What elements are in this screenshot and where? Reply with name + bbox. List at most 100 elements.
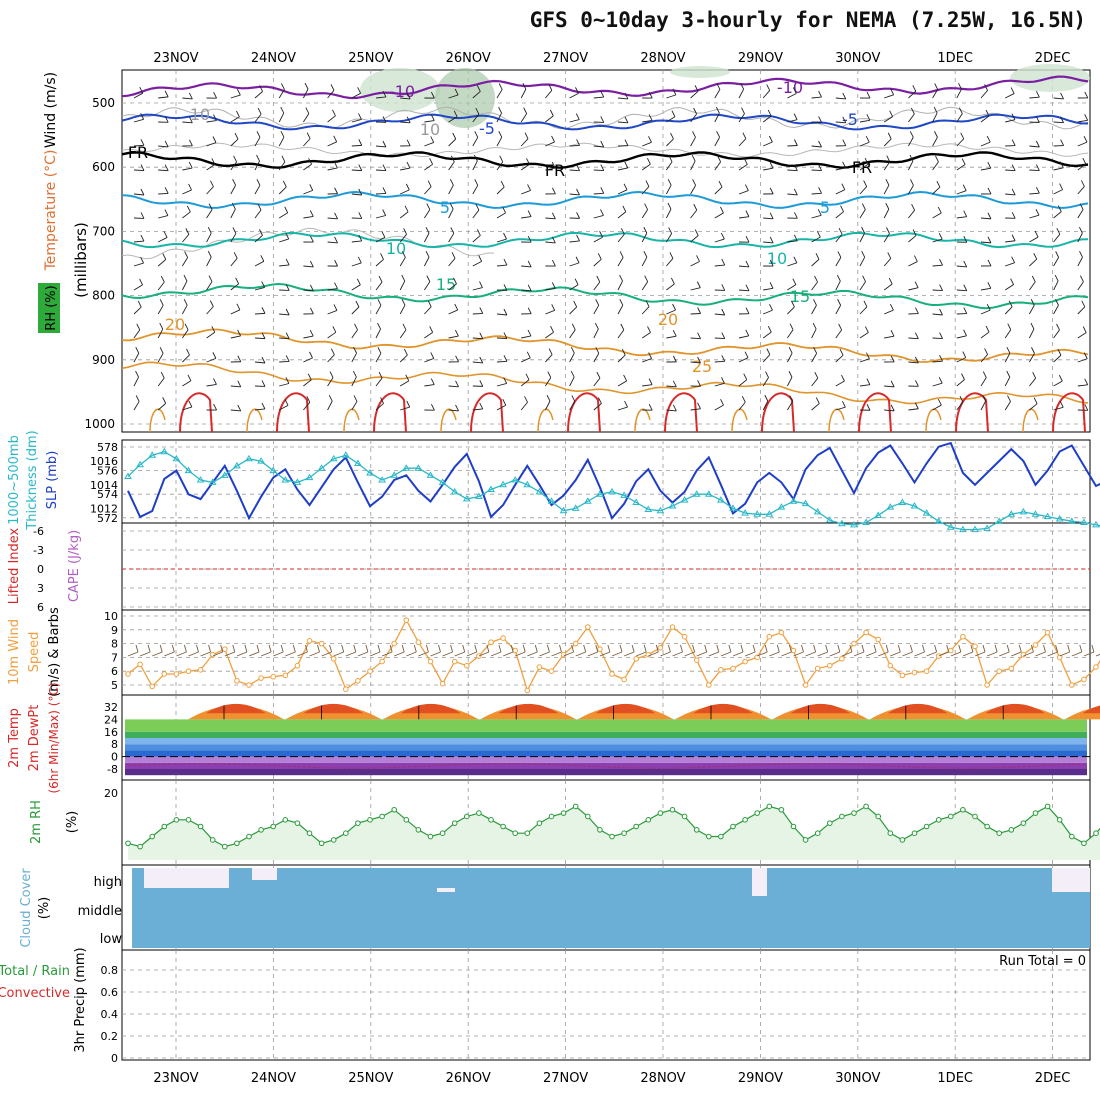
- wind-barb-flag: [912, 229, 917, 236]
- wind-barb-flag: [1032, 372, 1037, 379]
- wind-barb-flag: [213, 91, 218, 99]
- wind-barb-flag: [332, 109, 336, 117]
- wind-barb: [448, 208, 454, 219]
- wind-barb: [327, 288, 338, 291]
- thickness-point: [220, 471, 229, 478]
- wind-barb: [206, 306, 214, 315]
- wind10-ytick: 10: [104, 610, 118, 623]
- thickness-point: [583, 497, 592, 504]
- wind-barb: [787, 352, 793, 363]
- wind-barb-flag: [1084, 378, 1089, 385]
- wind-barb-flag: [306, 132, 311, 139]
- wind-barb: [351, 144, 362, 147]
- wind10-barb-flag: [970, 644, 974, 653]
- wind-barb: [883, 161, 891, 171]
- rh2m-point: [367, 817, 373, 823]
- wind-barb: [1077, 209, 1084, 219]
- wind-barb: [1077, 384, 1088, 387]
- wind-barb: [400, 406, 410, 411]
- wind-barb: [666, 116, 676, 123]
- wind-barb-flag: [330, 84, 335, 91]
- wind-barb: [835, 257, 842, 267]
- thickness-point: [971, 525, 979, 533]
- wind-barb-flag: [522, 82, 527, 90]
- wind-barb-flag: [911, 203, 916, 211]
- wind-barb-flag: [672, 88, 677, 96]
- wind-barb: [932, 161, 939, 171]
- wind10-point: [730, 665, 736, 672]
- wind-barb: [157, 305, 164, 315]
- wind-barb: [206, 357, 217, 363]
- wind-barb-flag: [793, 212, 798, 219]
- rh2m-point: [391, 806, 398, 813]
- wind-barb: [883, 138, 892, 147]
- wind-barb-flag: [479, 307, 484, 314]
- wind-barb-flag: [721, 308, 726, 316]
- wind-barb: [472, 361, 483, 364]
- wind-barb: [738, 379, 748, 387]
- wind-barb: [714, 89, 721, 99]
- wind-barb-flag: [382, 116, 387, 123]
- slp-line: [127, 441, 1100, 521]
- wind10-barb-flag: [1006, 644, 1010, 653]
- wind-barb: [496, 161, 504, 171]
- wind-barb-flag: [624, 116, 629, 123]
- rh2m-point: [657, 810, 664, 816]
- wind-barb: [835, 167, 846, 171]
- wind10-point: [355, 678, 361, 684]
- wind-barb-flag: [863, 300, 868, 307]
- wind-barb: [642, 384, 653, 387]
- wind-barb-flag: [333, 304, 338, 311]
- wind-barb: [327, 167, 338, 171]
- wind10-barb-flag: [692, 644, 696, 653]
- warm-contour: [1052, 392, 1086, 433]
- date-label-top: 30NOV: [835, 51, 880, 66]
- thickness-ytick: 572: [97, 512, 118, 525]
- wind-barb: [569, 284, 579, 291]
- wind-barb-flag: [621, 348, 626, 356]
- wind-barb: [956, 138, 965, 147]
- wind10-point: [972, 643, 978, 650]
- wind-barb-flag: [280, 131, 285, 138]
- wind-barb-flag: [692, 179, 696, 186]
- rh2m-point: [318, 840, 325, 847]
- rh2m-point: [1044, 803, 1051, 810]
- wind-barb: [762, 331, 772, 339]
- wind-barb: [351, 193, 362, 196]
- wind-barb: [157, 328, 164, 339]
- thickness-point: [692, 490, 701, 497]
- wind-barb: [448, 233, 455, 243]
- thickness-point: [523, 480, 532, 488]
- wind-barb: [230, 185, 236, 195]
- wind10-point: [657, 644, 664, 651]
- wind-barb-flag: [622, 205, 627, 212]
- wind-barb: [932, 137, 938, 147]
- rh2m-point: [560, 810, 567, 816]
- wind10-point: [1020, 651, 1027, 658]
- wind10-barb-flag: [813, 644, 817, 653]
- rh2m-point: [609, 833, 615, 840]
- wind10-barb-flag: [922, 644, 925, 653]
- wind10-barb-flag: [546, 644, 550, 653]
- wind-barb-flag: [745, 307, 750, 314]
- wind10-barb-flag: [704, 644, 708, 653]
- wind-barb-flag: [425, 226, 430, 234]
- rh2m-point: [960, 806, 966, 813]
- wind-barb: [254, 361, 265, 364]
- cloud-level-high: high: [94, 875, 122, 890]
- wind-barb-flag: [863, 180, 868, 187]
- warm-contour: [731, 408, 748, 433]
- wind10-barb: [599, 651, 611, 657]
- wind-barb-flag: [406, 92, 411, 100]
- temp-band: [125, 762, 1087, 769]
- wind-barb: [956, 379, 965, 387]
- rh2m-point: [621, 830, 627, 837]
- wind-barb-flag: [818, 90, 822, 98]
- wind-barb: [496, 404, 507, 411]
- wind-barb-flag: [961, 373, 965, 380]
- thickness-point: [741, 509, 749, 516]
- wind-barb: [690, 91, 699, 99]
- wind-barb-flag: [959, 395, 964, 403]
- wind-barb-flag: [188, 400, 193, 408]
- wind-barb: [884, 309, 894, 315]
